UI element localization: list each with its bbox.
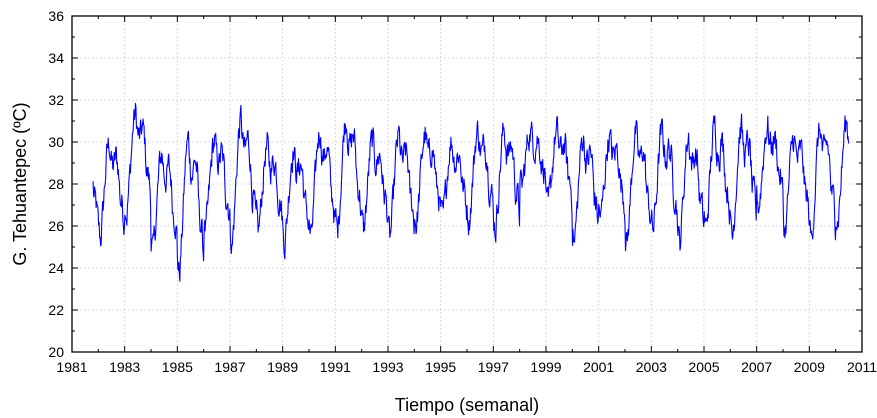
x-tick-label: 2005 [688,359,719,375]
x-tick-label: 2007 [741,359,772,375]
x-axis-title: Tiempo (semanal) [395,395,539,415]
y-axis-title: G. Tehuantepec (ºC) [10,102,30,265]
grid [72,16,862,352]
x-tick-label: 2001 [583,359,614,375]
x-tick-label: 1999 [530,359,561,375]
y-tick-label: 22 [48,302,64,318]
y-axis: 20 22 24 26 28 30 32 34 36 [48,8,862,360]
x-tick-label: 1997 [478,359,509,375]
x-tick-label: 2011 [847,359,877,375]
x-axis: 1981 1983 1985 1987 1989 1991 1993 1995 1997 1999… [56,16,877,375]
y-tick-label: 26 [48,218,64,234]
y-tick-label: 24 [48,260,64,276]
x-tick-label: 1985 [162,359,193,375]
series-line [92,102,850,282]
x-tick-label: 1991 [320,359,351,375]
y-tick-label: 20 [48,344,64,360]
x-tick-label: 2003 [636,359,667,375]
y-tick-label: 34 [48,50,64,66]
y-tick-label: 28 [48,176,64,192]
x-tick-label: 1993 [372,359,403,375]
y-tick-label: 30 [48,134,64,150]
x-tick-label: 1989 [267,359,298,375]
x-tick-label: 1981 [56,359,87,375]
x-tick-label: 2009 [794,359,825,375]
y-tick-label: 32 [48,92,64,108]
x-tick-label: 1995 [425,359,456,375]
x-tick-label: 1983 [109,359,140,375]
x-tick-label: 1987 [214,359,245,375]
series-layer [92,102,850,282]
y-tick-label: 36 [48,8,64,24]
